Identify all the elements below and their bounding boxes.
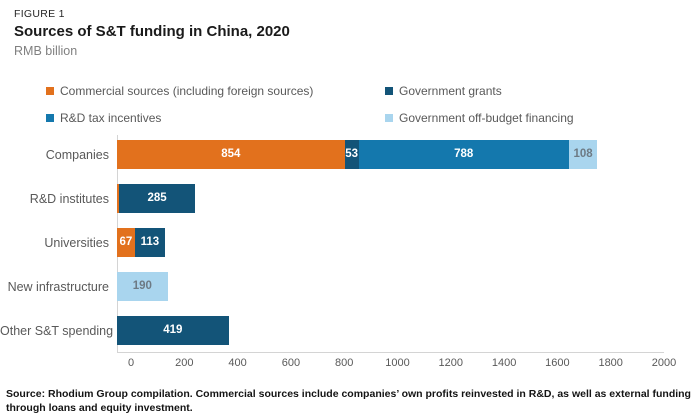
bar-value-label: 190 [132,279,152,292]
category-label: R&D institutes [29,191,109,206]
category-label: Universities [44,235,109,250]
bar: 67 113 [117,228,650,257]
bar-value-label: 113 [140,235,160,248]
x-tick-label: 400 [228,357,247,369]
bar-segment-off_budget: 108 [568,140,598,169]
bar-value-label: 419 [163,323,183,336]
bar: 285 [117,184,650,213]
bar-segment-rd_tax_incentives: 788 [358,140,569,169]
bar-segment-commercial: 854 [117,140,345,169]
x-tick-label: 2000 [651,357,677,369]
bar-segment-government_grants: 285 [119,184,196,213]
chart-row: Universities 67 113 [44,228,664,257]
legend-label: R&D tax incentives [60,111,162,125]
bar: 190 [117,272,650,301]
x-tick-label: 1800 [598,357,623,369]
bar-value-label: 53 [345,147,359,160]
x-tick-label: 800 [335,357,354,369]
bar-chart: Companies 854 53 788 108 R&D institutes 285 Uni… [0,135,700,371]
page-title: Sources of S&T funding in China, 2020 [14,23,290,40]
x-tick-label: 600 [281,357,301,369]
category-label: Other S&T spending [0,323,114,338]
figure-label: FIGURE 1 [14,8,65,20]
bar-value-label: 788 [454,147,474,160]
bar-value-label: 108 [573,147,593,160]
x-axis: 0 200 400 600 800 1000 1200 1400 1600 1800 2000 [127,353,678,371]
chart-row: Other S&T spending 419 [0,316,664,345]
bar-segment-commercial: 67 [117,228,135,257]
plot-area: Companies 854 53 788 108 R&D institutes 285 Uni… [0,135,664,353]
chart-header: FIGURE 1 Sources of S&T funding in China… [0,8,700,59]
legend-item: Government grants [385,84,700,98]
x-tick-label: 1200 [438,357,464,369]
bar: 419 [117,316,650,345]
legend-item: Government off-budget financing [385,111,700,125]
bar-value-label: 67 [119,235,133,248]
chart-legend: Commercial sources (including foreign so… [46,84,700,125]
legend-swatch-government_grants [385,87,393,95]
legend-swatch-commercial [46,87,54,95]
bar-value-label: 285 [147,191,167,204]
chart-row: R&D institutes 285 [30,184,664,213]
unit-subtitle: RMB billion [14,44,78,58]
bar-segment-commercial [117,184,120,213]
chart-row: Companies 854 53 788 108 [46,140,664,169]
legend-label: Government off-budget financing [399,111,574,125]
x-tick-label: 1000 [385,357,410,369]
legend-label: Government grants [399,84,502,98]
bar-segment-government_grants: 113 [134,228,165,257]
category-label: Companies [45,147,109,162]
chart-row: New infrastructure 190 [8,272,664,301]
bar-segment-government_grants: 53 [344,140,359,169]
source-note: Source: Rhodium Group compilation. Comme… [6,388,691,414]
bar-segment-off_budget: 190 [117,272,168,301]
x-tick-label: 200 [175,357,194,369]
bar-segment-government_grants: 419 [117,316,229,345]
legend-item: Commercial sources (including foreign so… [46,84,385,98]
legend-item: R&D tax incentives [46,111,385,125]
x-tick-label: 1600 [545,357,570,369]
legend-swatch-rd_tax_incentives [46,114,54,122]
bar-value-label: 854 [221,147,241,160]
legend-swatch-off_budget [385,114,393,122]
chart-footer: Source: Rhodium Group compilation. Comme… [0,388,700,416]
x-tick-label: 1400 [491,357,517,369]
bar: 854 53 788 108 [117,140,650,169]
x-tick-label: 0 [127,357,135,369]
category-label: New infrastructure [7,279,109,294]
legend-label: Commercial sources (including foreign so… [60,84,314,98]
